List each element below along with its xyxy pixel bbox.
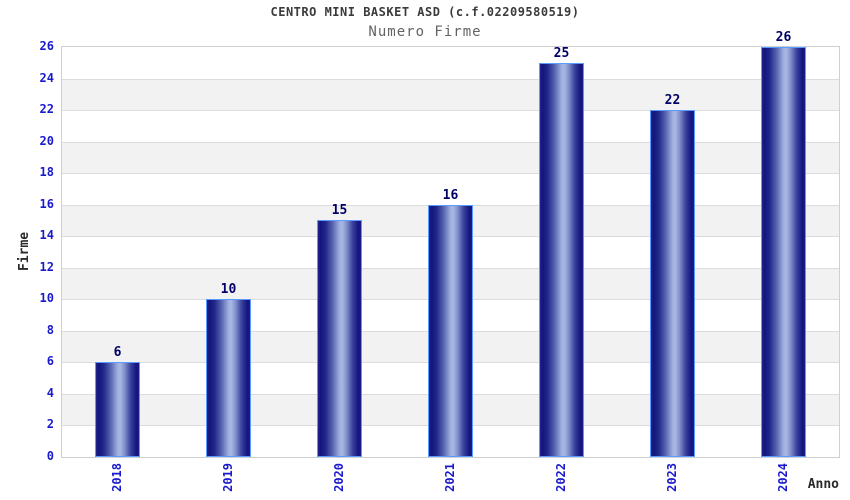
- bar-value-label: 25: [553, 45, 570, 61]
- x-tick-label: 2022: [553, 463, 568, 492]
- y-tick-label: 0: [46, 449, 54, 463]
- plot-band: [62, 47, 839, 79]
- y-tick-label: 26: [39, 39, 54, 53]
- x-tick-label: 2019: [220, 463, 235, 492]
- plot-band: [62, 141, 839, 174]
- y-tick-label: 22: [39, 102, 54, 117]
- x-tick-label: 2020: [331, 463, 346, 492]
- bar: 22: [650, 93, 695, 457]
- x-tick-label: 2018: [109, 463, 124, 492]
- y-tick-label: 16: [39, 196, 54, 211]
- y-tick-label: 12: [39, 259, 54, 274]
- x-tick-label: 2023: [664, 463, 679, 492]
- bar-value-label: 16: [442, 187, 459, 203]
- y-tick-label: 24: [39, 70, 54, 85]
- y-tick-label: 2: [46, 417, 54, 432]
- chart-subtitle: Numero Firme: [368, 24, 482, 40]
- bar: 26: [761, 30, 806, 457]
- plot-area: 6 10 15 16 25 22 26: [61, 30, 840, 458]
- chart-title: CENTRO MINI BASKET ASD (c.f.02209580519): [270, 5, 580, 19]
- bar-value-label: 26: [775, 30, 792, 45]
- y-tick-label: 8: [46, 322, 54, 337]
- gridline: [62, 110, 839, 112]
- plot-band: [62, 78, 839, 111]
- plot-band: [62, 110, 839, 142]
- y-tick-label: 6: [46, 354, 54, 369]
- gridline: [62, 141, 839, 143]
- y-tick-label: 10: [39, 291, 54, 306]
- plot-band: [62, 173, 839, 205]
- y-tick-label: 20: [39, 133, 54, 148]
- gridline: [62, 78, 839, 80]
- bar: 10: [206, 282, 251, 457]
- y-tick-label: 14: [39, 228, 54, 243]
- y-tick-label: 4: [46, 385, 54, 400]
- bar-value-label: 6: [113, 345, 122, 361]
- bar: 25: [539, 46, 584, 457]
- x-tick-label: 2024: [775, 463, 790, 492]
- bar-value-label: 10: [220, 282, 237, 298]
- x-tick-label: 2021: [442, 463, 457, 492]
- gridline: [62, 173, 839, 175]
- y-tick-label: 18: [39, 165, 54, 180]
- bar-value-label: 15: [331, 203, 348, 219]
- x-axis-label: Anno: [807, 477, 839, 492]
- bar-value-label: 22: [664, 93, 681, 109]
- bar: 15: [317, 203, 362, 457]
- bar: 6: [95, 345, 140, 457]
- bar: 16: [428, 188, 473, 457]
